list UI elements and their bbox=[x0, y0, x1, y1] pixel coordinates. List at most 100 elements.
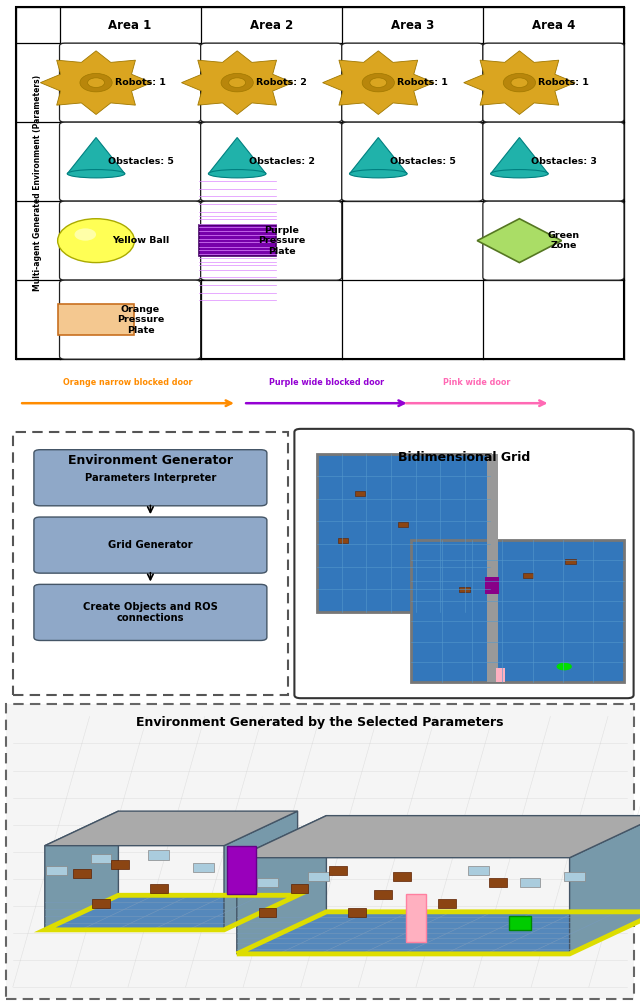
Text: Area 3: Area 3 bbox=[390, 19, 434, 32]
FancyBboxPatch shape bbox=[483, 122, 624, 201]
Text: Yellow Ball: Yellow Ball bbox=[112, 236, 169, 245]
FancyBboxPatch shape bbox=[317, 454, 490, 611]
Text: Purple
Pressure
Plate: Purple Pressure Plate bbox=[258, 225, 305, 256]
FancyBboxPatch shape bbox=[486, 454, 498, 682]
FancyBboxPatch shape bbox=[393, 872, 411, 881]
Circle shape bbox=[74, 228, 96, 240]
FancyBboxPatch shape bbox=[6, 704, 634, 999]
FancyBboxPatch shape bbox=[201, 122, 342, 201]
Polygon shape bbox=[237, 912, 640, 954]
Text: Bidimensional Grid: Bidimensional Grid bbox=[398, 451, 530, 464]
Circle shape bbox=[370, 78, 387, 87]
FancyBboxPatch shape bbox=[342, 122, 483, 201]
FancyBboxPatch shape bbox=[60, 122, 201, 201]
FancyBboxPatch shape bbox=[308, 872, 329, 881]
FancyBboxPatch shape bbox=[34, 584, 267, 640]
FancyBboxPatch shape bbox=[483, 201, 624, 281]
FancyBboxPatch shape bbox=[497, 668, 506, 682]
FancyBboxPatch shape bbox=[148, 851, 169, 860]
Polygon shape bbox=[224, 812, 298, 930]
FancyBboxPatch shape bbox=[564, 872, 585, 881]
FancyBboxPatch shape bbox=[16, 7, 624, 359]
Polygon shape bbox=[182, 51, 293, 114]
Polygon shape bbox=[464, 51, 575, 114]
Text: Obstacles: 5: Obstacles: 5 bbox=[108, 157, 173, 166]
Circle shape bbox=[88, 78, 104, 87]
Text: Robots: 1: Robots: 1 bbox=[397, 78, 448, 87]
FancyBboxPatch shape bbox=[150, 884, 168, 893]
Text: Robots: 2: Robots: 2 bbox=[256, 78, 307, 87]
Circle shape bbox=[80, 73, 112, 92]
FancyBboxPatch shape bbox=[58, 304, 134, 336]
FancyBboxPatch shape bbox=[398, 522, 408, 527]
Text: Green
Zone: Green Zone bbox=[548, 230, 580, 250]
Text: Obstacles: 5: Obstacles: 5 bbox=[390, 157, 456, 166]
Polygon shape bbox=[45, 812, 118, 930]
Ellipse shape bbox=[349, 169, 407, 178]
Text: Environment Generator: Environment Generator bbox=[68, 455, 233, 467]
Circle shape bbox=[511, 78, 528, 87]
Circle shape bbox=[557, 662, 572, 670]
Circle shape bbox=[503, 73, 536, 92]
FancyBboxPatch shape bbox=[355, 491, 365, 496]
FancyBboxPatch shape bbox=[60, 43, 201, 122]
FancyBboxPatch shape bbox=[13, 432, 288, 695]
Polygon shape bbox=[67, 137, 125, 173]
Text: Pink wide door: Pink wide door bbox=[443, 378, 511, 387]
Polygon shape bbox=[349, 137, 407, 173]
FancyBboxPatch shape bbox=[73, 869, 91, 878]
Polygon shape bbox=[45, 812, 298, 846]
FancyBboxPatch shape bbox=[374, 890, 392, 899]
Text: Orange
Pressure
Plate: Orange Pressure Plate bbox=[117, 305, 164, 335]
Text: Purple wide blocked door: Purple wide blocked door bbox=[269, 378, 384, 387]
FancyBboxPatch shape bbox=[201, 201, 342, 281]
FancyBboxPatch shape bbox=[111, 860, 129, 869]
Text: Parameters Interpreter: Parameters Interpreter bbox=[84, 473, 216, 483]
Polygon shape bbox=[570, 816, 640, 954]
FancyBboxPatch shape bbox=[509, 917, 531, 930]
FancyBboxPatch shape bbox=[60, 281, 201, 359]
FancyBboxPatch shape bbox=[294, 429, 634, 698]
Ellipse shape bbox=[491, 169, 548, 178]
FancyBboxPatch shape bbox=[199, 224, 276, 257]
FancyBboxPatch shape bbox=[201, 43, 342, 122]
FancyBboxPatch shape bbox=[259, 908, 276, 917]
Text: Obstacles: 3: Obstacles: 3 bbox=[531, 157, 597, 166]
FancyBboxPatch shape bbox=[412, 540, 623, 682]
Text: Create Objects and ROS
connections: Create Objects and ROS connections bbox=[83, 601, 218, 623]
FancyBboxPatch shape bbox=[520, 878, 540, 887]
Circle shape bbox=[221, 73, 253, 92]
FancyBboxPatch shape bbox=[46, 866, 67, 875]
FancyBboxPatch shape bbox=[60, 201, 201, 281]
FancyBboxPatch shape bbox=[342, 43, 483, 122]
Circle shape bbox=[362, 73, 394, 92]
Polygon shape bbox=[40, 51, 152, 114]
Polygon shape bbox=[491, 137, 548, 173]
Ellipse shape bbox=[209, 169, 266, 178]
FancyBboxPatch shape bbox=[468, 866, 489, 875]
FancyBboxPatch shape bbox=[329, 866, 347, 875]
FancyBboxPatch shape bbox=[92, 899, 110, 908]
FancyBboxPatch shape bbox=[91, 854, 111, 863]
FancyBboxPatch shape bbox=[338, 538, 348, 543]
FancyBboxPatch shape bbox=[566, 559, 576, 564]
FancyBboxPatch shape bbox=[193, 863, 214, 872]
FancyBboxPatch shape bbox=[438, 899, 456, 908]
Polygon shape bbox=[237, 816, 326, 954]
Text: Area 4: Area 4 bbox=[532, 19, 575, 32]
Text: Grid Generator: Grid Generator bbox=[108, 540, 193, 550]
FancyBboxPatch shape bbox=[485, 577, 499, 594]
Text: Robots: 1: Robots: 1 bbox=[538, 78, 589, 87]
Circle shape bbox=[228, 78, 246, 87]
Text: Area 1: Area 1 bbox=[108, 19, 152, 32]
FancyBboxPatch shape bbox=[489, 878, 507, 887]
Text: Area 2: Area 2 bbox=[250, 19, 293, 32]
FancyBboxPatch shape bbox=[460, 587, 470, 592]
Text: Multi-agent Generated Environment (Parameters): Multi-agent Generated Environment (Param… bbox=[33, 75, 42, 291]
Polygon shape bbox=[45, 896, 298, 930]
FancyBboxPatch shape bbox=[34, 450, 267, 506]
Circle shape bbox=[58, 218, 134, 263]
Text: Robots: 1: Robots: 1 bbox=[115, 78, 166, 87]
Polygon shape bbox=[477, 218, 562, 263]
Polygon shape bbox=[406, 894, 426, 942]
